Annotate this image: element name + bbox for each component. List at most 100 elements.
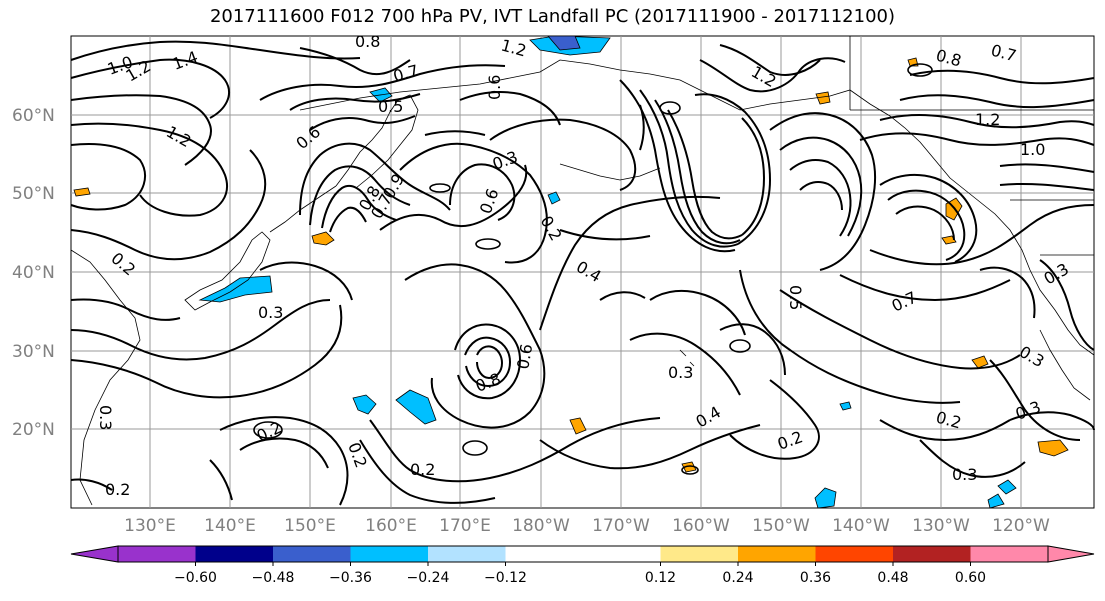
- contour-label: 0.3: [96, 405, 115, 430]
- contour-label: 0.3: [668, 363, 693, 382]
- positive-patch: [815, 91, 831, 105]
- contour-line: [719, 44, 821, 76]
- contour-line: [70, 143, 146, 211]
- contour-label: 0.2: [105, 480, 130, 499]
- contour-line: [299, 47, 411, 76]
- contour-line: [769, 112, 877, 271]
- colorbar-extend-left: [70, 545, 119, 563]
- positive-patch: [569, 417, 587, 435]
- contour-line: [869, 204, 1095, 266]
- contour-line: [909, 69, 1095, 85]
- alaska-coast: [649, 73, 1095, 356]
- positive-patch: [681, 461, 697, 473]
- contour-line: [741, 117, 766, 236]
- contour-line: [799, 181, 843, 211]
- negative-patch: [997, 479, 1017, 495]
- baja-coast: [1039, 329, 1091, 401]
- contour-line: [729, 379, 820, 460]
- contour-line: [779, 289, 1021, 370]
- aleutian-chain: [559, 163, 661, 181]
- lon-label: 140°W: [832, 516, 890, 536]
- contour-line: [449, 163, 516, 221]
- lat-label: 50°N: [12, 184, 55, 204]
- contour-line: [699, 57, 846, 93]
- longitude-labels: 130°E 140°E 150°E 160°E 170°E 180°W 170°…: [124, 516, 1050, 536]
- contour-line: [379, 164, 528, 231]
- colorbar-tick-label: 0.36: [800, 570, 831, 586]
- negative-patch: [547, 35, 581, 51]
- lat-label: 40°N: [12, 263, 55, 283]
- lon-label: 120°W: [992, 516, 1050, 536]
- positive-patch: [1037, 439, 1069, 457]
- negative-patch: [547, 191, 561, 205]
- colorbar-tick-label: −0.60: [174, 570, 217, 586]
- contour-label: 0.3: [258, 303, 283, 322]
- japan-coast: [184, 231, 271, 311]
- contour-line: [989, 359, 1081, 441]
- lon-label: 170°E: [439, 516, 491, 536]
- contour-label: 0.3: [952, 465, 977, 484]
- contour-ring: [681, 465, 699, 475]
- contour-line: [919, 439, 1026, 478]
- contour-line: [424, 130, 486, 136]
- colorbar-swatch: [815, 546, 894, 562]
- colorbar-tick-label: 0.24: [722, 570, 753, 586]
- contour-line: [1039, 259, 1095, 351]
- contour-line: [454, 323, 522, 400]
- colorbar-swatch: [118, 546, 196, 562]
- contour-line: [667, 109, 743, 240]
- contour-line: [639, 89, 739, 248]
- contour-line: [629, 332, 741, 396]
- contour-line: [309, 165, 411, 226]
- positive-patch: [941, 235, 957, 245]
- contour-line: [739, 269, 961, 404]
- contour-line: [70, 149, 267, 261]
- colorbar-tick-label: 0.48: [877, 570, 908, 586]
- contour-ring: [907, 63, 933, 77]
- lon-label: 180°W: [512, 516, 570, 536]
- contour-line: [259, 261, 353, 301]
- contour-line: [654, 99, 741, 245]
- contour-line: [464, 336, 512, 388]
- contour-line: [887, 189, 966, 261]
- colorbar-tick-label: −0.36: [329, 570, 372, 586]
- positive-patch: [971, 355, 989, 369]
- contour-label: 1.2: [975, 110, 1000, 129]
- contour-line: [299, 142, 451, 216]
- contour-line: [649, 289, 746, 336]
- colorbar: −0.60 −0.48 −0.36 −0.24 −0.12 0.12 0.24 0.36 0.4…: [70, 545, 1095, 586]
- contour-line: [404, 263, 546, 429]
- contour-line: [219, 416, 349, 506]
- contour-line: [70, 298, 181, 321]
- contour-ring: [462, 440, 488, 456]
- contour-line: [779, 136, 863, 237]
- contour-ring: [659, 101, 681, 115]
- contour-line: [70, 299, 331, 361]
- contour-line: [559, 229, 651, 241]
- colorbar-tick-label: 0.12: [645, 570, 676, 586]
- colorbar-swatches: [70, 545, 1095, 563]
- contour-line: [321, 184, 397, 229]
- contour-line: [895, 205, 955, 241]
- contour-line: [359, 439, 496, 504]
- positive-patch: [73, 187, 91, 197]
- contour-line: [70, 94, 212, 166]
- negative-patch: [814, 487, 837, 509]
- lon-label: 170°W: [592, 516, 650, 536]
- contour-line: [879, 419, 1011, 442]
- canada-border: [849, 36, 1094, 256]
- filled-anomalies: [73, 35, 1069, 509]
- lon-label: 140°E: [204, 516, 256, 536]
- contour-line: [979, 266, 1036, 319]
- contour-line: [839, 274, 1011, 302]
- contour-line: [70, 478, 113, 491]
- contour-line: [70, 40, 361, 61]
- lon-label: 160°E: [365, 516, 417, 536]
- contour-labels: 0.8 1.2 1.0 1.4 1.2 0.7 0.5 0.6 1.2 0.6 …: [96, 32, 1072, 499]
- contour-label: 0.5: [786, 285, 805, 310]
- negative-patch: [839, 401, 852, 411]
- contour-label: 0.2: [410, 460, 435, 479]
- contour-line: [879, 113, 1095, 129]
- contour-line: [289, 93, 421, 111]
- lon-label: 150°W: [752, 516, 810, 536]
